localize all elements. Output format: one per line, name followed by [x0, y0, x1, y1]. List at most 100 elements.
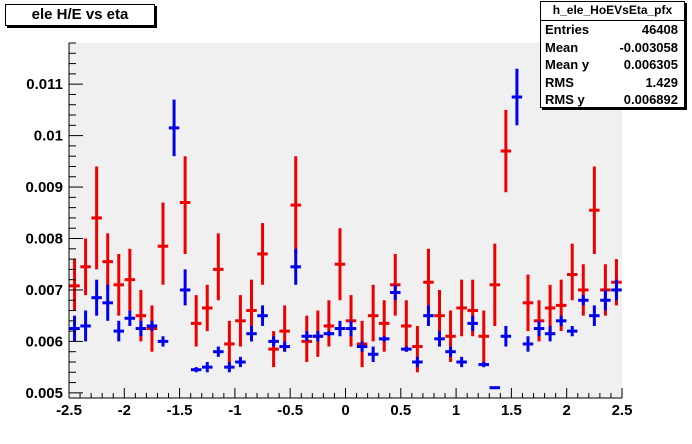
data-point — [401, 346, 412, 352]
x-tick-label: 1 — [452, 402, 460, 419]
data-point — [257, 305, 268, 326]
data-point — [157, 202, 169, 285]
y-tick-label: 0.005 — [25, 385, 63, 402]
data-point — [578, 295, 589, 306]
data-point — [124, 310, 136, 326]
data-point — [80, 310, 91, 342]
data-point — [301, 331, 313, 342]
data-point — [323, 331, 335, 337]
data-point — [367, 284, 379, 342]
data-point — [356, 341, 368, 352]
data-point — [489, 386, 501, 390]
data-point — [224, 361, 235, 373]
data-point — [235, 356, 246, 368]
data-point — [235, 295, 246, 347]
stats-value: 1.429 — [645, 74, 678, 90]
data-point — [312, 331, 324, 342]
stats-label: Entries — [545, 22, 590, 37]
data-point — [113, 320, 125, 342]
data-point — [102, 284, 113, 321]
data-point — [279, 341, 290, 352]
x-tick-label: -2.5 — [56, 402, 82, 419]
data-point — [423, 305, 434, 326]
x-tick-label: -0.5 — [277, 402, 303, 419]
y-tick-label: 0.006 — [25, 333, 63, 350]
stats-row: RMS y 0.006892 — [541, 91, 684, 109]
data-point — [544, 325, 556, 342]
data-point — [113, 253, 125, 316]
data-point — [157, 336, 169, 347]
data-point — [179, 269, 191, 306]
plot-area — [69, 43, 622, 398]
data-point — [102, 233, 113, 290]
data-point — [566, 325, 578, 337]
x-tick-label: 1.5 — [501, 402, 522, 419]
data-point — [91, 166, 102, 270]
stats-value: 46408 — [641, 22, 678, 37]
data-point — [135, 320, 147, 337]
data-point — [334, 228, 346, 301]
data-point — [213, 233, 224, 301]
data-point — [456, 356, 467, 368]
x-tick-label: 0.5 — [390, 402, 411, 419]
stats-box: h_ele_HoEVsEta_pfx Entries 46408 Mean -0… — [540, 1, 685, 108]
data-point — [345, 320, 357, 337]
data-point — [478, 361, 490, 368]
data-point — [91, 279, 102, 316]
data-point — [500, 109, 512, 193]
y-tick-label: 0.01 — [34, 128, 63, 145]
data-point — [378, 300, 390, 352]
data-point — [423, 248, 434, 316]
data-point — [401, 300, 412, 352]
data-point — [589, 166, 600, 254]
stats-label: Mean — [545, 39, 579, 55]
y-tick-label: 0.011 — [26, 76, 63, 93]
data-point — [201, 284, 213, 332]
stats-row: Mean -0.003058 — [541, 39, 684, 57]
data-point — [124, 248, 136, 311]
data-point — [467, 315, 478, 332]
data-point — [500, 325, 512, 347]
x-tick-label: 2.5 — [612, 402, 633, 419]
data-point — [290, 156, 301, 254]
y-tick-label: 0.007 — [25, 282, 63, 299]
stats-label: RMS y — [545, 92, 585, 107]
data-point — [434, 331, 445, 347]
data-point — [334, 320, 346, 337]
data-point — [69, 259, 80, 311]
data-point — [190, 367, 202, 373]
data-point — [489, 243, 501, 326]
data-point — [611, 279, 622, 301]
data-point — [412, 356, 423, 368]
data-point — [533, 320, 545, 337]
data-point — [522, 336, 534, 352]
data-point — [566, 243, 578, 301]
data-point — [323, 300, 335, 347]
data-point — [290, 248, 301, 285]
stats-label: RMS — [545, 74, 574, 90]
x-tick-label: -1.5 — [167, 402, 193, 419]
data-point — [555, 315, 567, 326]
stats-value: 0.006305 — [623, 57, 678, 72]
data-point — [600, 289, 611, 311]
data-point — [179, 156, 191, 254]
stats-row: RMS 1.429 — [541, 74, 684, 92]
stats-row: Entries 46408 — [541, 21, 684, 39]
data-point — [201, 361, 213, 373]
y-tick-label: 0.008 — [25, 231, 63, 248]
data-point — [168, 99, 180, 157]
data-point — [268, 336, 279, 347]
data-point — [589, 305, 600, 326]
data-point — [367, 346, 379, 362]
stats-histogram-name: h_ele_HoEVsEta_pfx — [541, 2, 684, 21]
data-point — [378, 336, 390, 342]
data-point — [224, 320, 235, 368]
stats-label: Mean y — [545, 57, 590, 72]
data-point — [246, 325, 257, 342]
data-point — [511, 68, 523, 126]
x-tick-label: -2 — [118, 402, 131, 419]
stats-row: Mean y 0.006305 — [541, 56, 684, 74]
data-point — [69, 315, 80, 342]
data-point — [80, 238, 91, 296]
data-point — [146, 320, 158, 332]
